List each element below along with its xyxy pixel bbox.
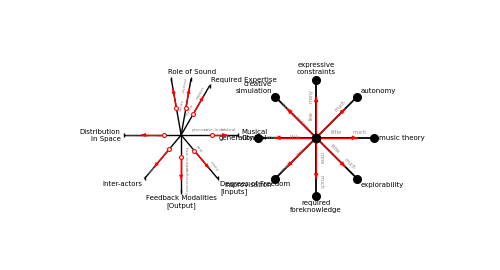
Text: explorability: explorability [360, 182, 404, 188]
Text: Inter-actors: Inter-actors [102, 181, 142, 187]
Text: music theory: music theory [378, 135, 424, 141]
Text: timbral: timbral [221, 128, 236, 132]
Text: note-level: note-level [204, 128, 226, 132]
Text: little: little [296, 146, 308, 158]
Text: novice: novice [184, 103, 195, 118]
Text: focus: focus [178, 99, 184, 111]
Text: few: few [308, 111, 314, 120]
Text: little: little [290, 135, 301, 140]
Text: many: many [308, 89, 314, 103]
Text: few: few [195, 145, 203, 154]
Text: one: one [164, 148, 172, 156]
Text: local: local [156, 134, 166, 138]
Text: diverse: diverse [182, 77, 188, 93]
Text: expressive
constraints: expressive constraints [296, 62, 336, 75]
Text: creative: creative [280, 101, 297, 119]
Text: Degrees of Freedom
[Inputs]: Degrees of Freedom [Inputs] [220, 181, 290, 195]
Text: generality: generality [218, 135, 254, 141]
Text: many: many [208, 161, 220, 173]
Text: multisensory: multisensory [184, 167, 188, 195]
Text: autonomy: autonomy [360, 87, 396, 94]
Text: much: much [334, 100, 347, 113]
Text: Required Expertise: Required Expertise [212, 77, 277, 83]
Text: little: little [331, 130, 342, 135]
Text: Musical
Control: Musical Control [242, 129, 268, 141]
Text: much: much [352, 130, 366, 135]
Text: creative
simulation: creative simulation [236, 81, 272, 94]
Text: much: much [266, 135, 280, 140]
Text: much: much [318, 175, 324, 189]
Text: process: process [192, 128, 208, 132]
Text: many: many [148, 163, 158, 175]
Text: improvisation: improvisation [224, 182, 272, 188]
Text: none: none [318, 152, 324, 164]
Text: Feedback Modalities
[Output]: Feedback Modalities [Output] [146, 195, 216, 209]
Text: finding: finding [294, 115, 309, 131]
Text: few output: few output [184, 147, 188, 171]
Text: Distribution
in Space: Distribution in Space [80, 129, 120, 141]
Text: much: much [342, 157, 356, 170]
Text: distributed: distributed [126, 134, 150, 138]
Text: much: much [280, 161, 293, 174]
Text: required
foreknowledge: required foreknowledge [290, 200, 342, 213]
Text: Role of Sound: Role of Sound [168, 69, 216, 75]
Text: little: little [328, 143, 340, 154]
Text: expert: expert [195, 85, 205, 100]
